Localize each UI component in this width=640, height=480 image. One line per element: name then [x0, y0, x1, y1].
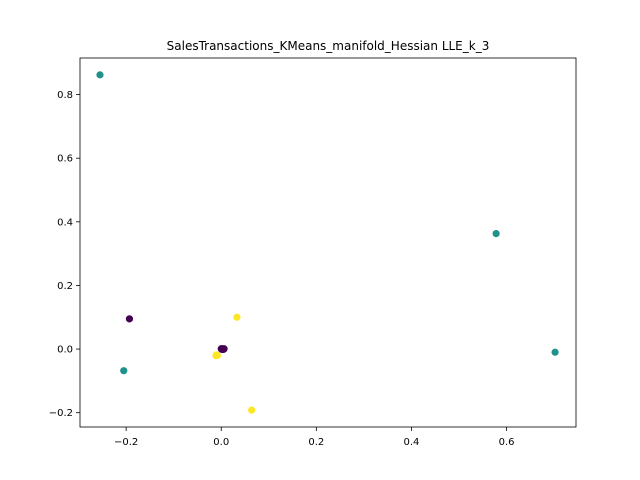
chart-title: SalesTransactions_KMeans_manifold_Hessia…: [167, 39, 490, 53]
plot-area-frame: [79, 57, 577, 428]
scatter-point: [248, 406, 256, 414]
scatter-point: [125, 315, 134, 323]
y-tick-label: 0.0: [57, 345, 73, 356]
x-tick-label: −0.2: [114, 437, 138, 448]
x-tick-label: 0.4: [404, 437, 420, 448]
points-layer: [96, 71, 559, 414]
y-tick-label: 0.2: [57, 281, 73, 292]
x-axis: −0.2 0.0 0.2 0.4 0.6: [114, 427, 515, 448]
y-tick-label: 0.6: [57, 154, 73, 165]
scatter-point: [96, 71, 104, 79]
y-tick-label: 0.4: [57, 217, 73, 228]
x-tick-label: 0.6: [499, 437, 515, 448]
x-tick-label: 0.2: [308, 437, 324, 448]
y-tick-label: −0.2: [49, 408, 73, 419]
scatter-point: [551, 348, 559, 356]
x-tick-label: 0.0: [213, 437, 229, 448]
scatter-point: [233, 313, 241, 321]
scatter-point: [218, 345, 226, 353]
scatter-point: [120, 367, 128, 375]
scatter-point: [492, 229, 500, 238]
scatter-point: [212, 352, 220, 360]
y-axis: −0.2 0.0 0.2 0.4 0.6 0.8: [49, 90, 80, 419]
y-tick-label: 0.8: [57, 90, 73, 101]
